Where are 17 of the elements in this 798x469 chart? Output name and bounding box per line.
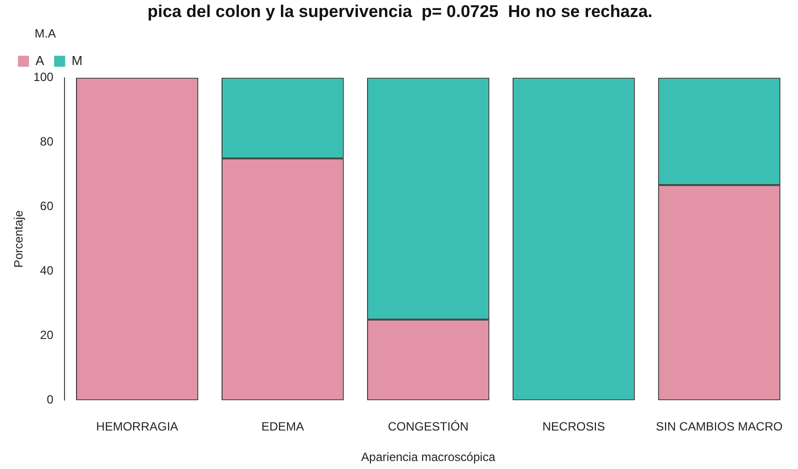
y-tick-label: 20 [40,328,54,342]
y-tick-label: 100 [33,70,54,84]
x-tick-label: SIN CAMBIOS MACRO [656,420,783,434]
y-tick-label: 80 [40,134,54,149]
x-axis-title: Apariencia macroscópica [361,450,496,464]
x-tick-label: EDEMA [261,420,304,434]
chart-title: pica del colon y la supervivencia p= 0.0725 Ho no se rechaza. [147,2,653,21]
y-tick-label: 0 [46,392,54,407]
legend-title: M.A [34,26,56,41]
legend-label: A [36,52,44,68]
x-tick-label: NECROSIS [542,420,606,434]
y-tick-label: 60 [40,199,54,214]
y-axis-title: Porcentaje [12,210,26,268]
y-tick-label: 40 [40,264,54,278]
legend-label: M [72,52,83,68]
x-tick-label: HEMORRAGIA [96,420,178,434]
x-tick-label: CONGESTIÓN [388,420,469,434]
